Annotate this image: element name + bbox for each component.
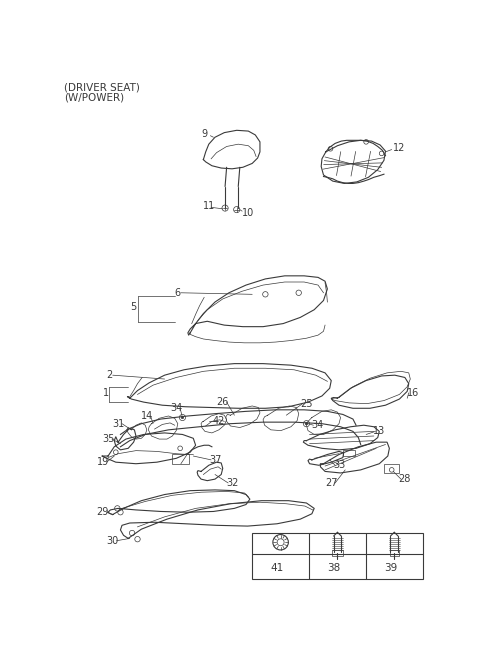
Bar bbox=[172, 455, 190, 464]
Circle shape bbox=[181, 417, 184, 419]
Text: 26: 26 bbox=[216, 397, 229, 407]
Text: 30: 30 bbox=[107, 536, 119, 546]
Bar bbox=[252, 533, 423, 579]
Text: 12: 12 bbox=[393, 143, 406, 153]
Text: 34: 34 bbox=[311, 420, 324, 430]
Text: 34: 34 bbox=[170, 403, 182, 413]
Text: 11: 11 bbox=[204, 201, 216, 211]
Text: 37: 37 bbox=[209, 455, 221, 465]
Text: 42: 42 bbox=[213, 417, 225, 426]
Text: 28: 28 bbox=[399, 474, 411, 484]
Text: 10: 10 bbox=[242, 209, 254, 218]
Bar bbox=[343, 450, 355, 456]
Text: 31: 31 bbox=[112, 419, 124, 428]
Text: (DRIVER SEAT): (DRIVER SEAT) bbox=[64, 83, 140, 93]
Circle shape bbox=[305, 422, 308, 425]
Text: 19: 19 bbox=[96, 457, 109, 467]
Text: 5: 5 bbox=[130, 302, 136, 312]
Text: 6: 6 bbox=[175, 288, 181, 298]
Text: 13: 13 bbox=[373, 426, 385, 436]
Text: 41: 41 bbox=[270, 563, 283, 573]
Text: 38: 38 bbox=[327, 563, 340, 573]
Text: (W/POWER): (W/POWER) bbox=[64, 92, 124, 102]
Bar bbox=[332, 550, 343, 556]
Bar bbox=[384, 464, 399, 473]
Text: 39: 39 bbox=[384, 563, 397, 573]
Text: 32: 32 bbox=[226, 478, 238, 488]
Text: 33: 33 bbox=[333, 461, 345, 470]
Text: 2: 2 bbox=[107, 370, 113, 380]
Text: 25: 25 bbox=[300, 399, 312, 409]
Text: 1: 1 bbox=[103, 388, 109, 398]
Text: 14: 14 bbox=[141, 411, 153, 421]
Text: 9: 9 bbox=[202, 129, 208, 139]
Text: 16: 16 bbox=[407, 388, 419, 398]
Text: 27: 27 bbox=[325, 478, 337, 488]
Text: 29: 29 bbox=[96, 507, 109, 517]
Text: 35: 35 bbox=[102, 434, 114, 444]
Bar bbox=[390, 550, 399, 556]
